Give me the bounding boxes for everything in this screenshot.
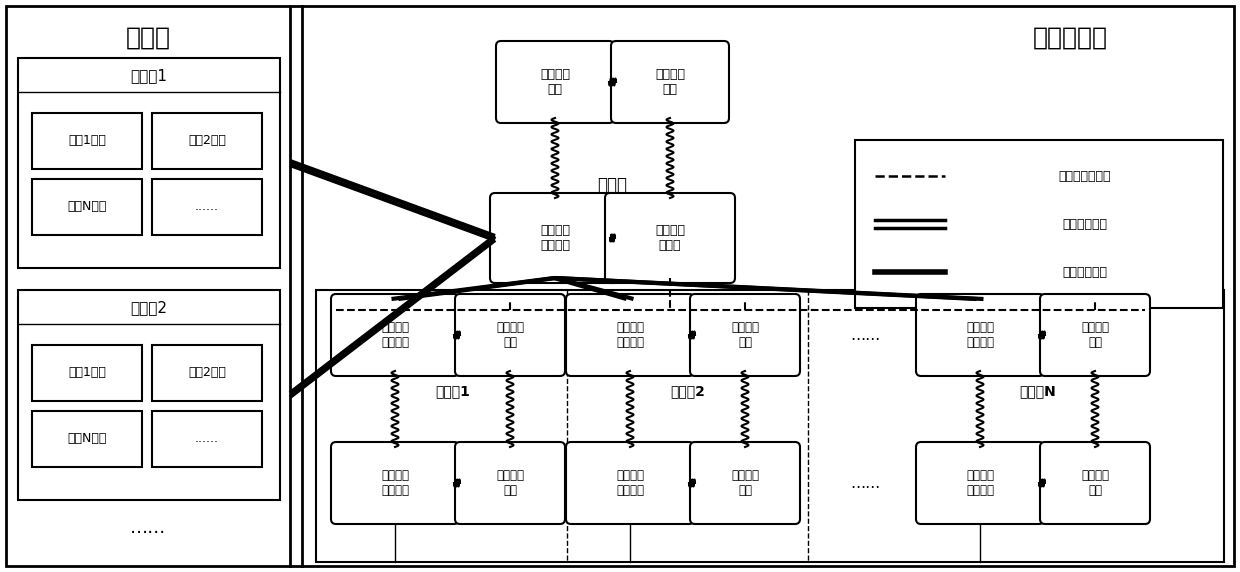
FancyBboxPatch shape — [331, 442, 459, 524]
FancyBboxPatch shape — [455, 442, 565, 524]
FancyBboxPatch shape — [565, 442, 694, 524]
Bar — [153, 113, 262, 169]
Text: 分片链1: 分片链1 — [435, 384, 470, 398]
Text: ……: …… — [849, 475, 880, 491]
Bar — [153, 345, 262, 401]
Bar — [32, 411, 143, 467]
Text: 片间事务
处理模块: 片间事务 处理模块 — [616, 321, 644, 349]
FancyBboxPatch shape — [490, 193, 620, 283]
Text: 片内事务
处理模块: 片内事务 处理模块 — [616, 469, 644, 497]
Bar — [32, 113, 143, 169]
Text: 分片N账户: 分片N账户 — [67, 432, 107, 446]
Text: ......: ...... — [195, 201, 219, 213]
Text: 分片链N: 分片链N — [1019, 384, 1056, 398]
FancyBboxPatch shape — [605, 193, 735, 283]
Text: 分片链2: 分片链2 — [671, 384, 706, 398]
Text: 数据服务
模块: 数据服务 模块 — [732, 469, 759, 497]
Text: 数据服务
模块: 数据服务 模块 — [1081, 469, 1109, 497]
Text: 区块链数据融合: 区块链数据融合 — [1059, 169, 1111, 182]
FancyBboxPatch shape — [1040, 442, 1149, 524]
Text: ......: ...... — [195, 432, 219, 446]
Text: ……: …… — [849, 328, 880, 343]
FancyBboxPatch shape — [331, 294, 459, 376]
Text: ……: …… — [130, 519, 166, 537]
Bar — [32, 345, 143, 401]
Text: 片内事务
处理模块: 片内事务 处理模块 — [966, 469, 994, 497]
FancyBboxPatch shape — [689, 442, 800, 524]
Text: 融合链: 融合链 — [596, 176, 627, 194]
FancyBboxPatch shape — [1040, 294, 1149, 376]
Text: 区块链平台: 区块链平台 — [1033, 26, 1107, 50]
Text: 片内事务
处理模块: 片内事务 处理模块 — [381, 469, 409, 497]
Text: 地址分片
模块: 地址分片 模块 — [732, 321, 759, 349]
Text: 分片N账户: 分片N账户 — [67, 201, 107, 213]
Text: 片间事务处理: 片间事务处理 — [1063, 217, 1107, 231]
Bar — [19, 290, 280, 500]
Text: 片间事务
处理模块: 片间事务 处理模块 — [381, 321, 409, 349]
FancyBboxPatch shape — [689, 294, 800, 376]
FancyBboxPatch shape — [611, 41, 729, 123]
Bar — [32, 179, 143, 235]
Text: 地址分片
模块: 地址分片 模块 — [496, 321, 525, 349]
Bar — [153, 411, 262, 467]
Text: 分片1账户: 分片1账户 — [68, 134, 105, 148]
Text: 数据服务
模块: 数据服务 模块 — [496, 469, 525, 497]
Text: 片间事务
处理模块: 片间事务 处理模块 — [966, 321, 994, 349]
Text: 片内事务处理: 片内事务处理 — [1063, 265, 1107, 279]
FancyBboxPatch shape — [916, 294, 1044, 376]
Bar — [316, 290, 1224, 562]
Text: 地址分片
模块: 地址分片 模块 — [1081, 321, 1109, 349]
Text: 分片1账户: 分片1账户 — [68, 367, 105, 379]
Text: 地址分片
模块: 地址分片 模块 — [655, 68, 684, 96]
Text: 片间事务
处理模块: 片间事务 处理模块 — [539, 224, 570, 252]
FancyBboxPatch shape — [496, 41, 614, 123]
Bar — [856, 140, 1223, 308]
Text: 客户端1: 客户端1 — [130, 69, 167, 84]
Text: 数据服务
模块: 数据服务 模块 — [539, 68, 570, 96]
FancyBboxPatch shape — [455, 294, 565, 376]
Text: 分片2账户: 分片2账户 — [188, 367, 226, 379]
Bar — [153, 179, 262, 235]
Bar — [19, 58, 280, 268]
Text: 客户端2: 客户端2 — [130, 300, 167, 316]
FancyBboxPatch shape — [565, 294, 694, 376]
Text: 客户端: 客户端 — [125, 26, 171, 50]
Text: 分片2账户: 分片2账户 — [188, 134, 226, 148]
FancyBboxPatch shape — [916, 442, 1044, 524]
Text: 区块链融
合模块: 区块链融 合模块 — [655, 224, 684, 252]
